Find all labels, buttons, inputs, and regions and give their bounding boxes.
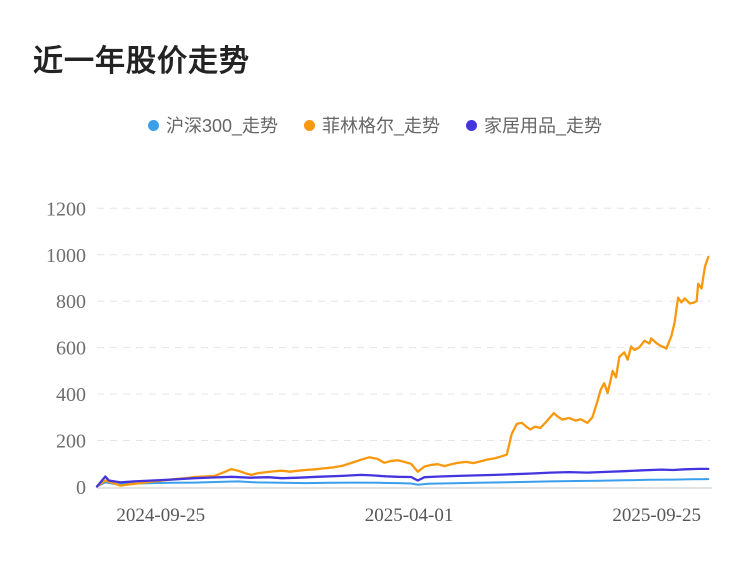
x-tick-label-0: 2024-09-25: [116, 505, 205, 526]
y-tick-label-1200: 1200: [46, 198, 86, 220]
y-tick-label-1000: 1000: [46, 245, 86, 267]
y-tick-label-200: 200: [56, 431, 86, 453]
y-tick-label-800: 800: [56, 291, 86, 313]
legend-dot-household-icon: [466, 119, 478, 131]
legend-label-hs300: 沪深300_走势: [165, 116, 278, 136]
legend-label-household: 家居用品_走势: [484, 116, 603, 136]
legend-item-hs300[interactable]: 沪深300_走势: [147, 112, 278, 138]
legend-dot-hs300-icon: [147, 119, 159, 131]
legend-item-filinger[interactable]: 菲林格尔_走势: [304, 112, 440, 138]
x-tick-label-2: 2025-09-25: [612, 505, 701, 526]
y-tick-label-400: 400: [56, 384, 86, 406]
series-line-filinger: [95, 255, 710, 488]
x-tick-label-1: 2025-04-01: [365, 505, 454, 526]
y-tick-label-600: 600: [56, 338, 86, 360]
legend-label-filinger: 菲林格尔_走势: [322, 116, 441, 136]
legend-item-household[interactable]: 家居用品_走势: [466, 112, 602, 138]
series-line-hs300: [96, 478, 710, 488]
series-line-household: [95, 467, 710, 488]
legend-dot-filinger-icon: [304, 119, 315, 131]
legend: 沪深300_走势 菲林格尔_走势 家居用品_走势: [0, 112, 750, 138]
y-tick-label-0: 0: [76, 477, 86, 499]
chart-title: 近一年股价走势: [33, 45, 250, 78]
